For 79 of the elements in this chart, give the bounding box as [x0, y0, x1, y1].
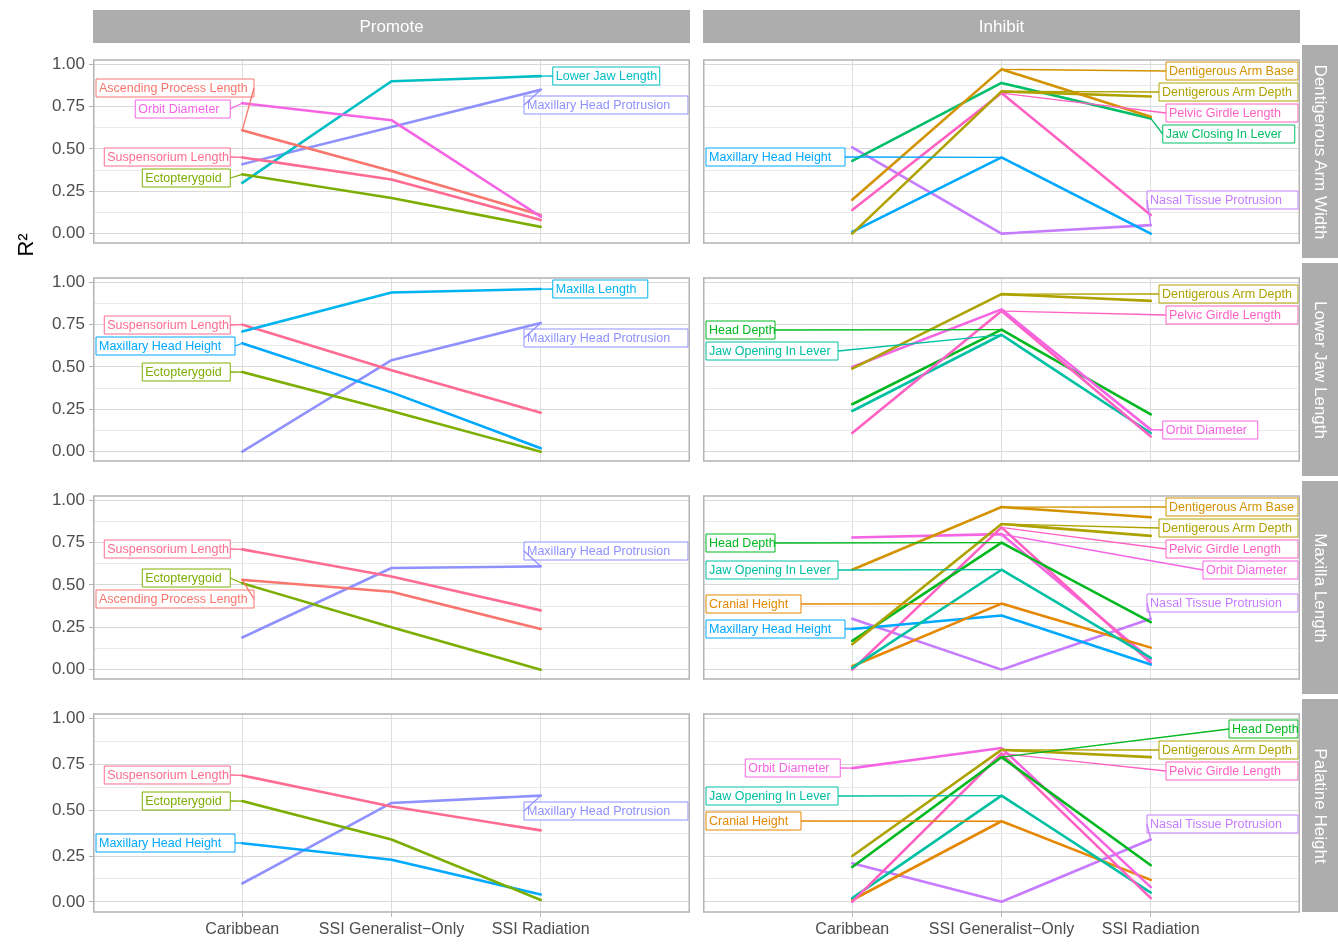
y-tick-label: 0.75 [51, 96, 85, 116]
y-tick-label: 0.00 [51, 441, 85, 461]
y-tick-label: 0.50 [51, 138, 85, 158]
annotation: Cranial Height [709, 597, 789, 612]
y-tick-label: 0.25 [51, 616, 85, 636]
annotation: Suspensorium Length [107, 318, 229, 333]
annotation: Dentigerous Arm Depth [1162, 287, 1292, 302]
x-tick-label: SSI Radiation [1101, 919, 1200, 937]
annotation: Maxillary Head Height [99, 339, 222, 354]
y-tick-label: 0.50 [51, 356, 85, 376]
y-tick-label: 0.00 [51, 659, 85, 679]
annotation: Orbit Diameter [138, 102, 220, 117]
annotation: Lower Jaw Length [555, 69, 658, 84]
annotation: Head Depth [1232, 722, 1299, 737]
annotation: Jaw Opening In Lever [709, 789, 831, 804]
annotation: Ectopterygoid [145, 571, 222, 586]
annotation: Suspensorium Length [107, 542, 229, 557]
annotation: Pelvic Girdle Length [1169, 308, 1281, 323]
y-tick-label: 0.75 [51, 314, 85, 334]
annotation: Jaw Closing In Lever [1165, 127, 1282, 142]
annotation: Jaw Opening In Lever [709, 344, 831, 359]
y-tick-label: 0.50 [51, 574, 85, 594]
x-tick-label: SSI Radiation [491, 919, 590, 937]
y2-axis-title: Maxilla Length [1310, 532, 1330, 643]
x-tick-label: Caribbean [205, 919, 280, 937]
annotation: Maxillary Head Height [709, 150, 832, 165]
annotation: Cranial Height [709, 814, 789, 829]
annotation: Maxillary Head Protrusion [527, 544, 671, 559]
x-tick-label: Caribbean [815, 919, 890, 937]
y-tick-label: 1.00 [51, 489, 85, 509]
annotation: Orbit Diameter [1206, 563, 1288, 578]
annotation: Pelvic Girdle Length [1169, 764, 1281, 779]
y-tick-label: 0.50 [51, 799, 85, 819]
y-tick-label: 0.00 [51, 891, 85, 911]
chart-title: Promote [93, 10, 690, 43]
annotation: Maxillary Head Protrusion [527, 98, 671, 113]
annotation: Ascending Process Length [99, 81, 248, 96]
annotation: Orbit Diameter [1165, 423, 1248, 438]
annotation: Jaw Opening In Lever [709, 563, 831, 578]
y-tick-label: 0.00 [51, 223, 85, 243]
annotation: Suspensorium Length [107, 768, 229, 783]
annotation: Nasal Tissue Protrusion [1150, 596, 1283, 611]
y-tick-label: 0.25 [51, 180, 85, 200]
annotation: Maxillary Head Protrusion [527, 331, 671, 346]
annotation: Head Depth [709, 536, 776, 551]
annotation: Ectopterygoid [145, 171, 222, 186]
annotation: Suspensorium Length [107, 150, 229, 165]
annotation: Head Depth [709, 323, 776, 338]
y-tick-label: 1.00 [51, 271, 85, 291]
annotation: Dentigerous Arm Depth [1162, 521, 1292, 536]
annotation: Pelvic Girdle Length [1169, 542, 1281, 557]
annotation: Maxillary Head Height [99, 836, 222, 851]
annotation: Orbit Diameter [748, 761, 830, 776]
y2-axis-title: Dentigerous Arm Width [1310, 64, 1331, 239]
y-tick-label: 0.75 [51, 532, 85, 552]
y2-axis-title: Palatine Height [1310, 747, 1330, 864]
y-axis-title: R² [12, 233, 39, 257]
annotation: Ectopterygoid [145, 365, 222, 380]
y-tick-label: 0.75 [51, 754, 85, 774]
x-tick-label: SSI Generalist−Only [928, 919, 1075, 937]
annotation: Maxilla Length [555, 282, 637, 297]
x-tick-label: SSI Generalist−Only [318, 919, 465, 937]
annotation: Dentigerous Arm Base [1169, 500, 1295, 515]
annotation: Ectopterygoid [145, 794, 222, 809]
annotation: Dentigerous Arm Depth [1162, 743, 1292, 758]
annotation: Dentigerous Arm Depth [1162, 85, 1292, 100]
y-tick-label: 0.25 [51, 398, 85, 418]
annotation: Dentigerous Arm Base [1169, 64, 1295, 79]
y2-axis-title: Lower Jaw Length [1310, 300, 1331, 439]
annotation: Pelvic Girdle Length [1169, 106, 1281, 121]
annotation: Maxillary Head Protrusion [527, 804, 671, 819]
annotation: Nasal Tissue Protrusion [1150, 817, 1283, 832]
annotation: Nasal Tissue Protrusion [1150, 193, 1283, 208]
annotation: Ascending Process Length [99, 592, 248, 607]
chart-title: Inhibit [703, 10, 1300, 43]
y-tick-label: 1.00 [51, 53, 85, 73]
annotation: Maxillary Head Height [709, 622, 832, 637]
y-tick-label: 0.25 [51, 845, 85, 865]
y-tick-label: 1.00 [51, 708, 85, 728]
